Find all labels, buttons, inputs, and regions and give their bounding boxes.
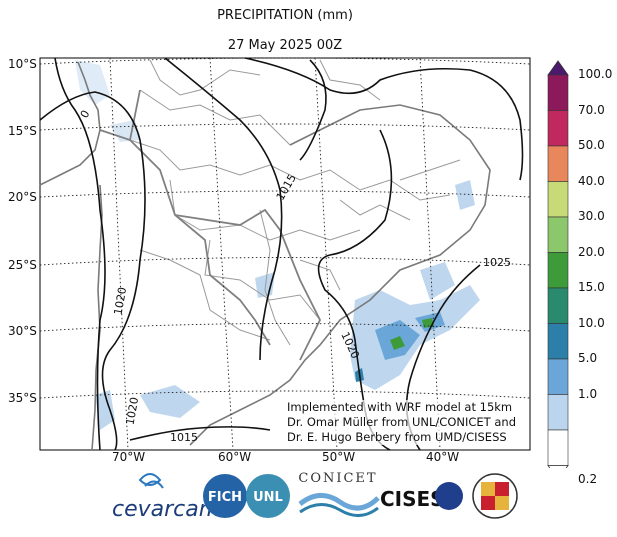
svg-text:UNL: UNL (253, 490, 283, 505)
graticule (39, 57, 531, 451)
colorbar-label: 0.2 (578, 471, 598, 486)
colorbar-label: 30.0 (578, 209, 605, 223)
colorbar-min-arrow (547, 465, 569, 468)
colorbar-segment (547, 287, 569, 324)
logo-strip: cevarcam FICH UNL CONICET CISESS (112, 471, 518, 522)
colorbar-label: 20.0 (578, 244, 605, 259)
colorbar-segment (547, 358, 569, 395)
lat-label: 10°S (8, 57, 37, 71)
colorbar-segment (547, 429, 569, 466)
political-borders (129, 59, 461, 346)
cevarcam-logo: cevarcam (112, 473, 220, 522)
lat-label: 35°S (8, 391, 37, 405)
lat-label: 30°S (8, 324, 37, 338)
colorbar-label: 100.0 (578, 67, 613, 81)
precipitation-areas (75, 60, 480, 430)
lon-label: 60°W (218, 450, 252, 464)
colorbar-max-arrow (547, 60, 569, 76)
colorbar-label: 50.0 (578, 138, 605, 152)
colorbar-label: 5.0 (578, 351, 598, 365)
colorbar-label: 40.0 (578, 173, 605, 188)
fich-logo: FICH (203, 474, 247, 518)
credit-line: Dr. E. Hugo Berbery from UMD/CISESS (287, 430, 507, 445)
colorbar-label: 70.0 (578, 102, 605, 117)
colorbar-segment (547, 252, 569, 289)
map-date: 27 May 2025 00Z (227, 38, 343, 53)
lat-label: 25°S (8, 258, 37, 272)
conicet-logo: CONICET (298, 471, 380, 517)
national-borders (99, 89, 322, 361)
lon-label: 70°W (112, 450, 146, 464)
colorbar (547, 60, 569, 468)
credit-line: Dr. Omar Müller from UNL/CONICET and (287, 415, 516, 430)
unl-logo: UNL (246, 474, 290, 518)
lat-label: 15°S (8, 124, 37, 138)
lon-label: 50°W (322, 450, 356, 464)
colorbar-segment (547, 216, 569, 253)
colorbar-label: 10.0 (578, 315, 605, 330)
lat-label: 20°S (8, 190, 37, 204)
colorbar-segment (547, 145, 569, 182)
svg-text:FICH: FICH (208, 490, 242, 505)
colorbar-segment (547, 323, 569, 360)
credit-line: Implemented with WRF model at 15km (287, 400, 513, 415)
precipitation-moderate (355, 312, 445, 382)
colorbar-label: 1.0 (578, 386, 598, 401)
maryland-seal (472, 473, 518, 519)
colorbar-label: 15.0 (578, 280, 605, 294)
isobar-label: 1020 (112, 286, 130, 316)
colorbar-segment (547, 110, 569, 147)
isobar-label: 1025 (483, 256, 511, 269)
svg-text:cevarcam: cevarcam (112, 497, 220, 522)
precipitation-map: 1015 1020 1020 1025 1020 1015 0 (39, 57, 569, 468)
cisess-logo: CISESS (380, 482, 463, 511)
svg-text:CONICET: CONICET (298, 471, 377, 486)
lon-label: 40°W (426, 450, 460, 464)
colorbar-segment (547, 181, 569, 218)
colorbar-segment (547, 74, 569, 111)
colorbar-segment (547, 394, 569, 431)
isobar-label: 1015 (170, 431, 198, 444)
map-title: PRECIPITATION (mm) (217, 8, 353, 23)
isobar-label: 1020 (124, 396, 142, 426)
